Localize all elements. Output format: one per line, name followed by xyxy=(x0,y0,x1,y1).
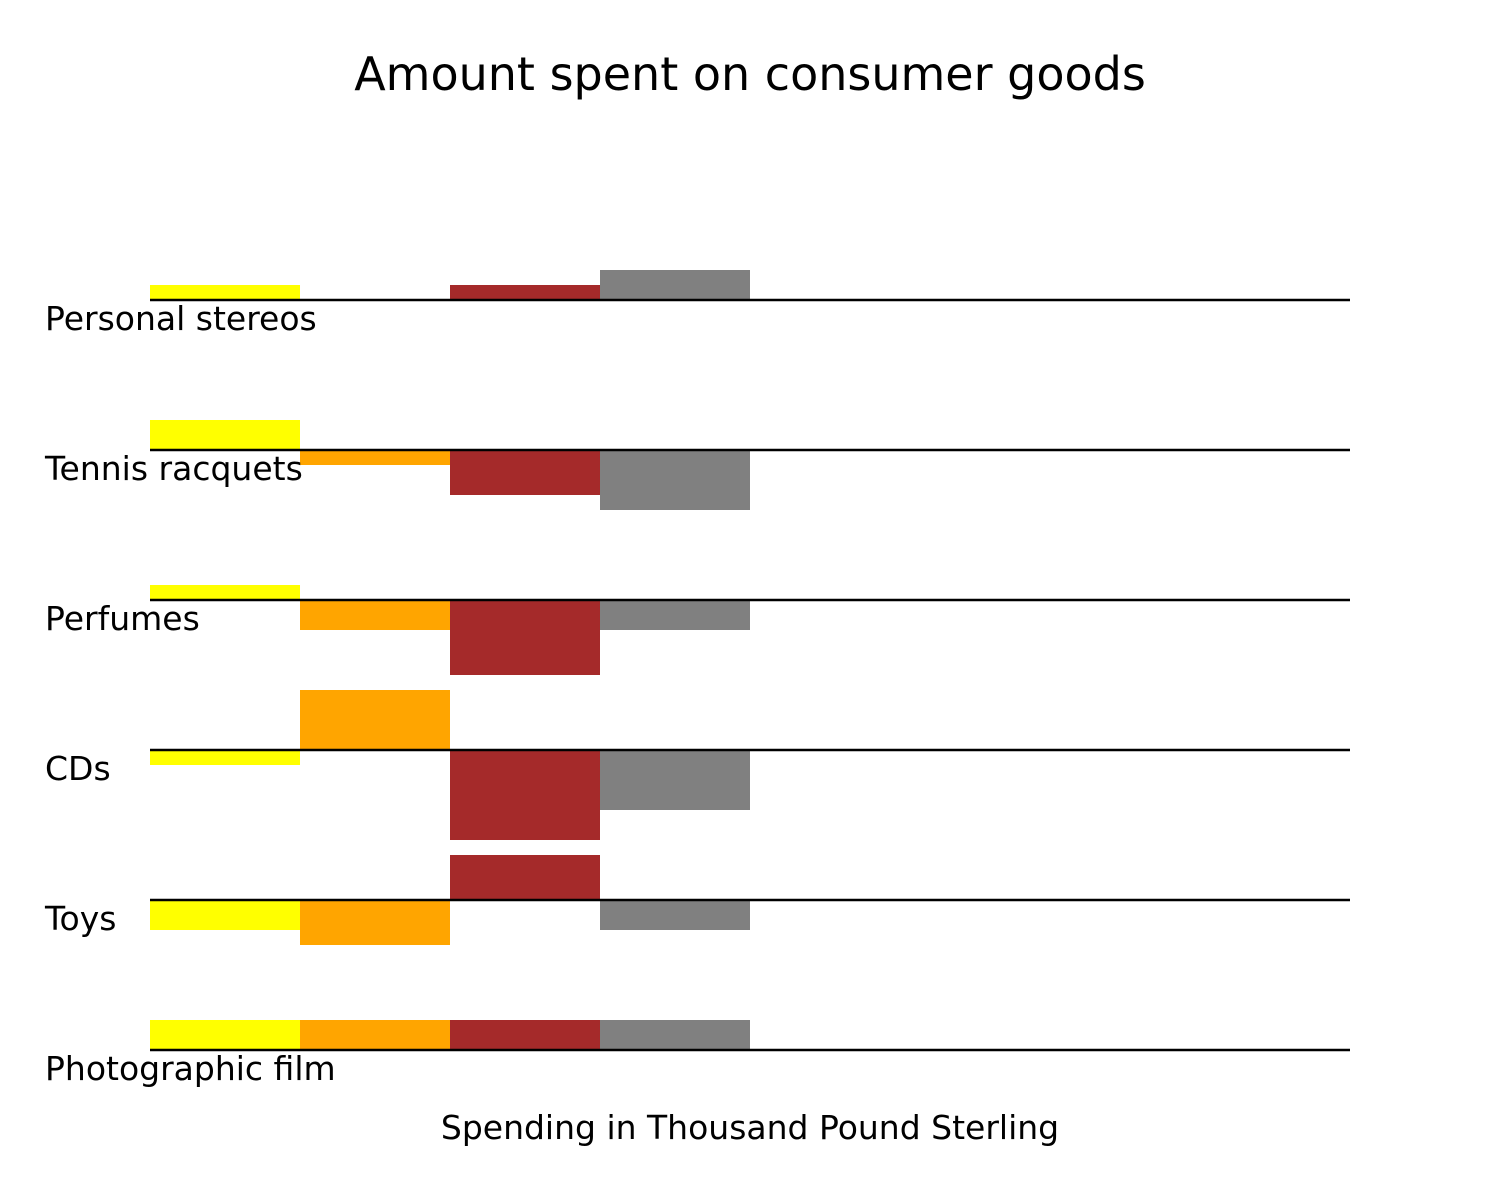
bar-photographic-film-1 xyxy=(150,1020,300,1050)
bar-photographic-film-4 xyxy=(600,1020,750,1050)
category-label-tennis-racquets: Tennis racquets xyxy=(44,449,303,488)
chart-rows: Personal stereos Tennis racquets Perfumes C… xyxy=(44,270,1350,1088)
bar-toys-3 xyxy=(450,855,600,900)
bar-toys-2 xyxy=(300,900,450,945)
bar-cds-1 xyxy=(150,750,300,765)
bar-personal-stereos-4 xyxy=(600,270,750,300)
bar-toys-1 xyxy=(150,900,300,930)
category-label-toys: Toys xyxy=(44,899,116,938)
bar-perfumes-3 xyxy=(450,600,600,675)
bar-tennis-racquets-1 xyxy=(150,420,300,450)
bar-cds-4 xyxy=(600,750,750,810)
bar-personal-stereos-1 xyxy=(150,285,300,300)
x-axis-label: Spending in Thousand Pound Sterling xyxy=(441,1108,1059,1147)
bar-tennis-racquets-4 xyxy=(600,450,750,510)
category-label-cds: CDs xyxy=(45,749,111,788)
bar-photographic-film-3 xyxy=(450,1020,600,1050)
bar-perfumes-4 xyxy=(600,600,750,630)
bar-tennis-racquets-3 xyxy=(450,450,600,495)
bar-toys-4 xyxy=(600,900,750,930)
category-label-perfumes: Perfumes xyxy=(45,599,200,638)
bar-perfumes-2 xyxy=(300,600,450,630)
bar-perfumes-1 xyxy=(150,585,300,600)
category-label-personal-stereos: Personal stereos xyxy=(45,299,317,338)
bar-tennis-racquets-2 xyxy=(300,450,450,465)
bar-personal-stereos-3 xyxy=(450,285,600,300)
chart-title: Amount spent on consumer goods xyxy=(354,47,1146,101)
bar-photographic-film-2 xyxy=(300,1020,450,1050)
bar-cds-2 xyxy=(300,690,450,750)
bar-cds-3 xyxy=(450,750,600,840)
category-label-photographic-film: Photographic film xyxy=(45,1049,336,1088)
